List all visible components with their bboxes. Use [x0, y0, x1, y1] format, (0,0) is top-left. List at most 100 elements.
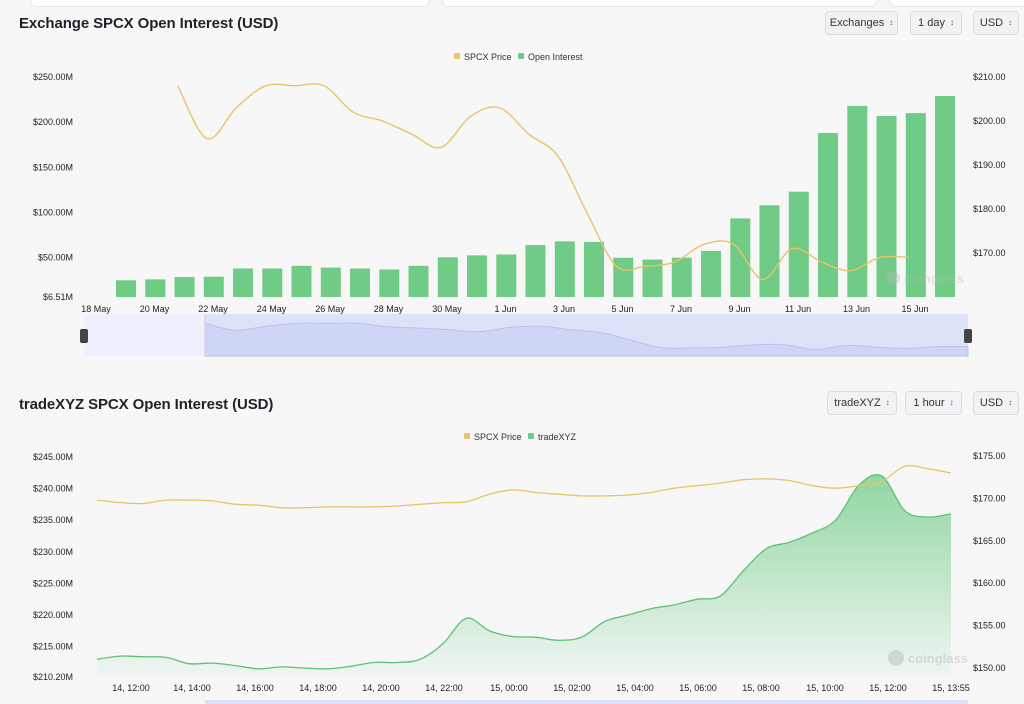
- y-tick-label-right: $180.00: [973, 204, 1006, 214]
- x-tick-label: 30 May: [432, 304, 462, 314]
- x-tick-label: 15, 00:00: [490, 683, 528, 693]
- x-tick-label: 9 Jun: [728, 304, 750, 314]
- x-tick-label: 13 Jun: [843, 304, 870, 314]
- oi-bar: [818, 133, 838, 297]
- chart1-x-axis: 18 May 20 May 22 May 24 May 26 May 28 May 30 M…: [81, 304, 928, 314]
- oi-bar: [876, 115, 897, 298]
- currency-select-2-label: USD: [979, 397, 1004, 409]
- y-tick-label: $235.00M: [33, 515, 73, 525]
- oi-bar: [701, 250, 721, 297]
- chart2-y-axis-right: $175.00 $170.00 $165.00 $160.00 $155.00 $150.…: [973, 451, 1006, 673]
- x-tick-label: 14, 18:00: [299, 683, 337, 693]
- legend-swatch-price: [454, 53, 460, 59]
- legend-swatch-tradexyz: [528, 433, 534, 439]
- chart1-range-slider[interactable]: [80, 314, 972, 357]
- y-tick-label-right: $170.00: [973, 248, 1006, 258]
- chart2-range-slider-edge[interactable]: [205, 700, 968, 704]
- y-tick-label-right: $155.00: [973, 621, 1006, 631]
- oi-bar: [408, 265, 429, 297]
- chart1-price-line: [177, 83, 910, 281]
- y-tick-label: $215.00M: [33, 642, 73, 652]
- oi-bar: [291, 265, 312, 297]
- x-tick-label: 14, 12:00: [112, 683, 150, 693]
- oi-bar: [350, 268, 370, 297]
- legend-label-tradexyz: tradeXYZ: [538, 432, 577, 442]
- chevron-updown-icon: ↕: [1008, 18, 1013, 27]
- oi-bar: [935, 96, 955, 297]
- x-tick-label: 15, 06:00: [679, 683, 717, 693]
- currency-select-label: USD: [979, 17, 1004, 29]
- chevron-updown-icon: ↕: [949, 18, 954, 27]
- chevron-updown-icon: ↕: [1008, 398, 1013, 407]
- y-tick-label: $230.00M: [33, 547, 73, 557]
- x-tick-label: 7 Jun: [670, 304, 692, 314]
- legend-label-price: SPCX Price: [464, 52, 512, 62]
- y-tick-label-right: $200.00: [973, 116, 1006, 126]
- x-tick-label: 14, 16:00: [236, 683, 274, 693]
- chart1-legend: SPCX Price Open Interest: [454, 52, 583, 62]
- y-tick-label: $225.00M: [33, 578, 73, 588]
- x-tick-label: 15, 13:55: [932, 683, 970, 693]
- chart1-bars: [116, 96, 955, 298]
- y-tick-label: $100.00M: [33, 208, 73, 218]
- x-tick-label: 3 Jun: [553, 304, 575, 314]
- chevron-updown-icon: ↕: [885, 398, 890, 407]
- open-interest-chart: SPCX Price Open Interest $250.00M $200.00…: [33, 52, 1006, 357]
- oi-bar: [174, 277, 195, 297]
- top-cards-edge: [0, 0, 1024, 7]
- legend-swatch-oi: [518, 53, 524, 59]
- currency-select-2[interactable]: USD ↕: [973, 391, 1019, 415]
- interval-select[interactable]: 1 day ↕: [910, 11, 962, 35]
- x-tick-label: 14, 14:00: [173, 683, 211, 693]
- y-tick-label: $6.51M: [43, 292, 73, 302]
- y-tick-label: $50.00M: [38, 253, 73, 263]
- chart2-price-line: [96, 464, 952, 509]
- oi-bar: [905, 113, 926, 297]
- exchange-select[interactable]: Exchanges ↕: [825, 11, 898, 35]
- oi-bar: [847, 105, 868, 298]
- chart1-y-axis-right: $210.00 $200.00 $190.00 $180.00 $170.00: [973, 72, 1006, 258]
- x-tick-label: 5 Jun: [611, 304, 633, 314]
- legend-label-price-2: SPCX Price: [474, 432, 522, 442]
- x-tick-label: 11 Jun: [785, 304, 811, 314]
- exchange-select-label: Exchanges: [829, 17, 885, 29]
- x-tick-label: 15, 02:00: [553, 683, 591, 693]
- x-tick-label: 15, 08:00: [742, 683, 780, 693]
- y-tick-label: $220.00M: [33, 610, 73, 620]
- y-tick-label-right: $190.00: [973, 160, 1006, 170]
- oi-bar: [379, 269, 400, 297]
- oi-bar: [116, 280, 136, 297]
- oi-bar: [145, 279, 166, 297]
- x-tick-label: 14, 20:00: [362, 683, 400, 693]
- oi-bar: [467, 255, 487, 297]
- x-tick-label: 1 Jun: [494, 304, 516, 314]
- oi-bar: [554, 241, 575, 297]
- range-slider-handle-right[interactable]: [964, 329, 972, 343]
- chart2-oi-line: [96, 474, 952, 670]
- oi-bar: [671, 257, 692, 297]
- range-slider-handle-left[interactable]: [80, 329, 88, 343]
- coinglass-watermark-2: coinglass: [888, 650, 968, 666]
- oi-bar: [788, 191, 809, 297]
- exchange-select-2-label: tradeXYZ: [834, 397, 881, 409]
- oi-bar: [320, 267, 341, 297]
- legend-swatch-price-2: [464, 433, 470, 439]
- chevron-updown-icon: ↕: [889, 18, 894, 27]
- y-tick-label: $240.00M: [33, 484, 73, 494]
- oi-bar: [233, 268, 253, 297]
- oi-bar: [730, 218, 751, 297]
- chevron-updown-icon: ↕: [949, 398, 954, 407]
- watermark-text: coinglass: [904, 271, 964, 286]
- y-tick-label: $245.00M: [33, 452, 73, 462]
- interval-select-2[interactable]: 1 hour ↕: [905, 391, 962, 415]
- interval-select-2-label: 1 hour: [913, 397, 945, 409]
- chart2-oi-area: [97, 474, 951, 677]
- x-tick-label: 22 May: [198, 304, 228, 314]
- chart2-x-axis: 14, 12:00 14, 14:00 14, 16:00 14, 18:00 14, …: [112, 683, 970, 693]
- chart1-y-axis-left: $250.00M $200.00M $150.00M $100.00M $50.00M $…: [33, 72, 73, 302]
- exchange-select-2[interactable]: tradeXYZ ↕: [827, 391, 897, 415]
- x-tick-label: 20 May: [140, 304, 170, 314]
- y-tick-label-right: $160.00: [973, 578, 1006, 588]
- currency-select[interactable]: USD ↕: [973, 11, 1019, 35]
